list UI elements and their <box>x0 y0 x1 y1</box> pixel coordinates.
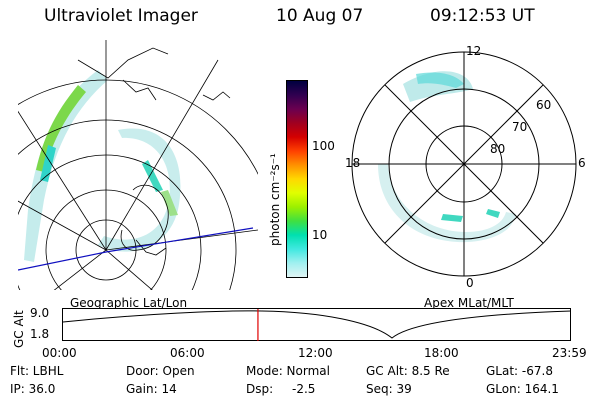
altitude-plot-frame <box>62 308 571 341</box>
info-door: Door: Open <box>126 364 195 378</box>
altitude-axis-label: GC Alt <box>12 310 26 348</box>
time-tick-2359: 23:59 <box>552 346 587 360</box>
info-dsp-value: -2.5 <box>292 382 316 396</box>
info-glat: GLat: -67.8 <box>486 364 553 378</box>
geographic-map-panel <box>18 40 258 290</box>
polar-mlt-panel <box>351 51 577 277</box>
time-tick-1800: 18:00 <box>424 346 459 360</box>
altitude-max-label: 9.0 <box>30 306 50 320</box>
colorbar-tick-100: 100 <box>312 139 335 153</box>
date-label: 10 Aug 07 <box>276 6 364 26</box>
info-filter: Flt: LBHL <box>10 364 64 378</box>
info-seq: Seq: 39 <box>366 382 412 396</box>
time-tick-1200: 12:00 <box>298 346 333 360</box>
info-gc-alt: GC Alt: 8.5 Re <box>366 364 450 378</box>
colorbar <box>286 80 308 278</box>
dateline-track <box>18 227 254 271</box>
info-glon: GLon: 164.1 <box>486 382 559 396</box>
instrument-title: Ultraviolet Imager <box>44 6 198 26</box>
colorbar-unit-label: photon cm⁻²s⁻¹ <box>268 153 282 246</box>
polar-aurora <box>378 71 516 243</box>
info-dsp-label: Dsp: <box>246 382 274 396</box>
altitude-plot <box>62 308 572 341</box>
geo-aurora-band <box>24 70 181 262</box>
colorbar-gradient <box>287 81 307 277</box>
polar-grid <box>351 51 577 277</box>
mlt-label-18: 18 <box>345 156 361 170</box>
time-tick-0600: 06:00 <box>170 346 205 360</box>
mlt-label-6: 6 <box>578 156 586 170</box>
mlat-label-70: 70 <box>512 120 528 134</box>
geo-graticule <box>18 40 258 290</box>
mlat-label-80: 80 <box>490 142 506 156</box>
mlt-label-12: 12 <box>466 44 482 58</box>
info-gain: Gain: 14 <box>126 382 177 396</box>
altitude-curve <box>62 310 572 339</box>
info-mode: Mode: Normal <box>246 364 330 378</box>
colorbar-tick-10: 10 <box>312 228 328 242</box>
geo-caption: Geographic Lat/Lon <box>70 296 188 310</box>
time-tick-0000: 00:00 <box>42 346 77 360</box>
mlt-label-0: 0 <box>466 276 474 290</box>
mlat-label-60: 60 <box>536 98 552 112</box>
altitude-min-label: 1.8 <box>30 327 50 341</box>
info-ip: IP: 36.0 <box>10 382 56 396</box>
time-label: 09:12:53 UT <box>430 6 535 26</box>
polar-caption: Apex MLat/MLT <box>424 296 514 310</box>
